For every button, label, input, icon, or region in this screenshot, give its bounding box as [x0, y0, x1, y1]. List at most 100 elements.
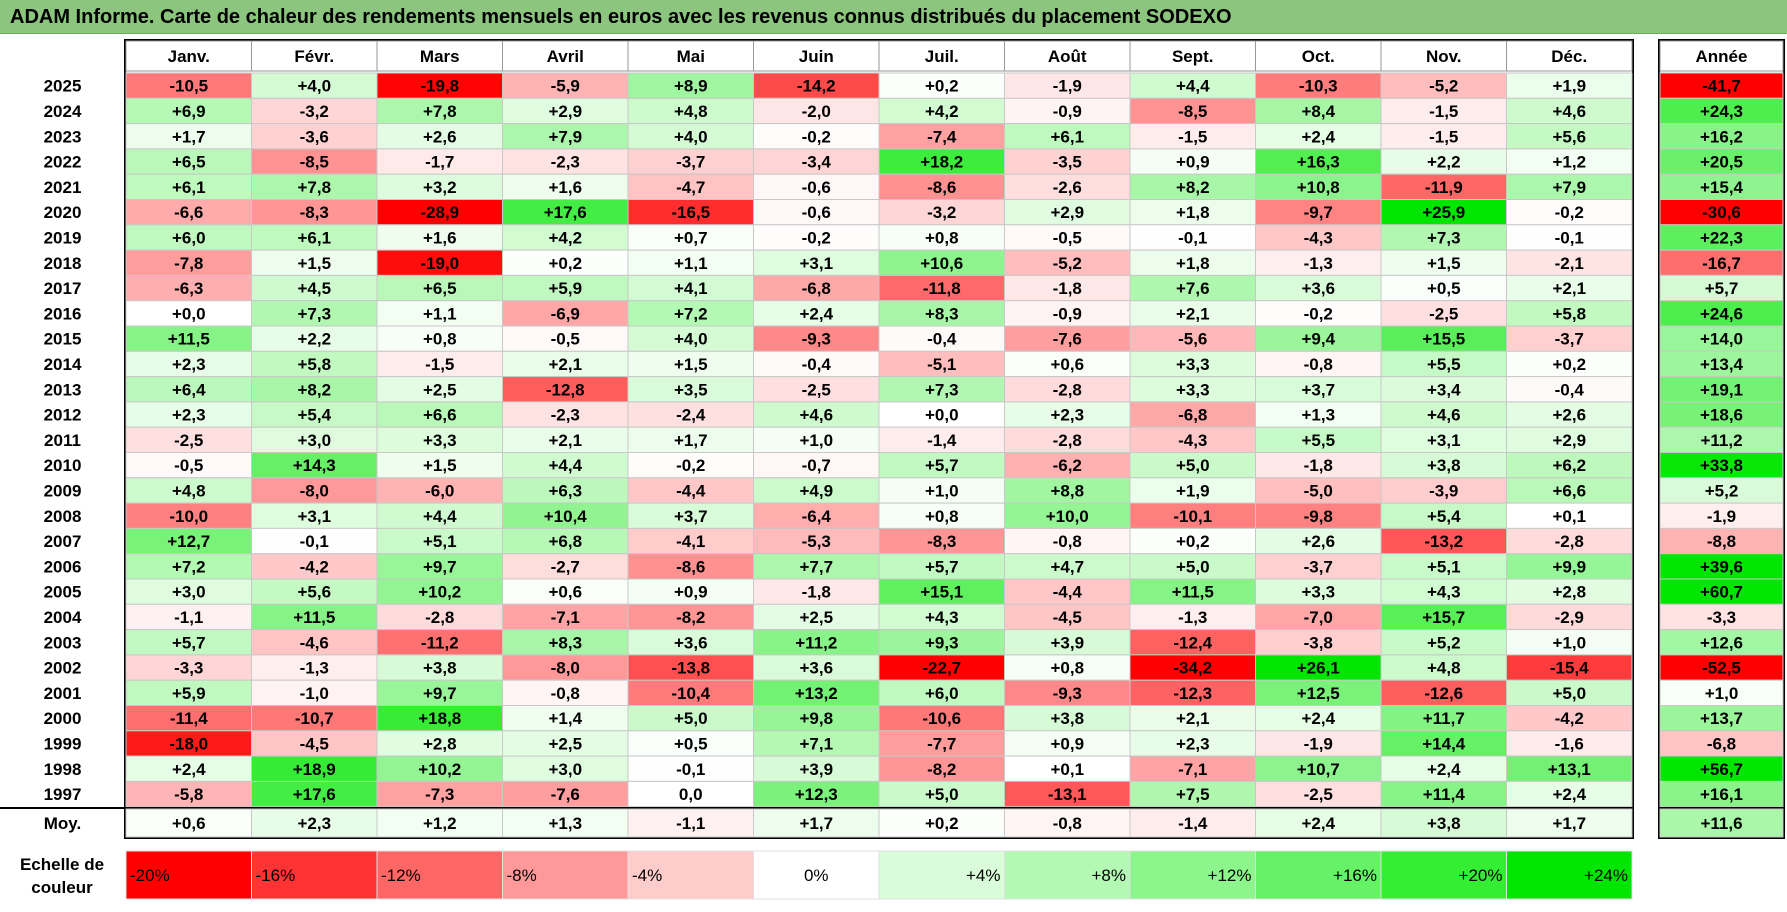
heatmap-cell	[1506, 629, 1633, 656]
cell-value: +0,0	[925, 406, 959, 425]
cell-value: -0,6	[802, 178, 831, 197]
cell-value: -3,6	[300, 127, 329, 146]
cell-value: +2,1	[1552, 279, 1586, 298]
cell-value: +3,3	[1301, 583, 1335, 602]
cell-value: -8,3	[300, 203, 329, 222]
average-value: +1,7	[799, 814, 833, 833]
cell-value: +3,2	[423, 178, 457, 197]
heatmap-cell	[502, 679, 629, 707]
cell-value: +1,7	[172, 127, 206, 146]
annual-frame	[1658, 39, 1785, 839]
legend-label-value: +8%	[1092, 866, 1127, 885]
annual-cell	[1659, 123, 1784, 150]
cell-value: -7,6	[1053, 330, 1082, 349]
cell-value: -8,0	[551, 659, 580, 678]
cell-value: -3,3	[174, 659, 203, 678]
cell-value: +0,2	[548, 254, 582, 273]
cell-value: -12,6	[1424, 684, 1463, 703]
heatmap-cell	[627, 629, 754, 656]
cell-value: +3,7	[1301, 380, 1335, 399]
cell-value: +4,8	[674, 102, 708, 121]
heatmap-cell	[1506, 249, 1633, 276]
heatmap-cell	[1004, 502, 1131, 529]
cell-value: +8,2	[1176, 178, 1210, 197]
heatmap-cell	[878, 249, 1005, 276]
annual-value: +15,4	[1700, 178, 1744, 197]
cell-value: -5,2	[1053, 254, 1082, 273]
annual-cell	[1659, 72, 1784, 99]
heatmap-cell	[753, 173, 880, 200]
heatmap-cell	[1129, 274, 1256, 302]
annual-value: +14,0	[1700, 330, 1743, 349]
cell-value: +0,2	[1552, 355, 1586, 374]
average-cell	[1380, 808, 1507, 838]
heatmap-cell	[878, 401, 1005, 428]
heatmap-cell	[376, 654, 503, 681]
legend-label-value: +20%	[1459, 866, 1503, 885]
legend-swatch	[251, 850, 378, 900]
heatmap-cell	[251, 300, 378, 327]
cell-value: -6,8	[1178, 406, 1207, 425]
cell-value: +18,2	[920, 153, 963, 172]
month-header-cell	[376, 40, 503, 72]
cell-value: -0,1	[1178, 228, 1207, 247]
month-header: Nov.	[1426, 47, 1462, 66]
year-label: 2002	[44, 659, 82, 678]
cell-value: -4,4	[1053, 583, 1083, 602]
cell-value: +4,1	[674, 279, 708, 298]
heatmap-cell	[502, 477, 629, 504]
cell-value: -2,8	[1053, 431, 1082, 450]
annual-value: -41,7	[1702, 77, 1741, 96]
heatmap-cell	[376, 325, 503, 352]
cell-value: +15,5	[1422, 330, 1465, 349]
heatmap-cell	[376, 780, 503, 808]
heatmap-cell	[502, 401, 629, 428]
legend-label-value: +12%	[1208, 866, 1252, 885]
cell-value: +13,1	[1548, 760, 1591, 779]
heatmap-cell	[1255, 376, 1382, 403]
cell-value: +11,5	[293, 608, 335, 627]
cell-value: +9,3	[925, 633, 959, 652]
heatmap-cell	[1506, 502, 1633, 529]
cell-value: +0,5	[674, 734, 708, 753]
cell-value: +3,1	[1427, 431, 1461, 450]
annual-value: +16,1	[1700, 785, 1743, 804]
cell-value: +6,5	[172, 153, 206, 172]
cell-value: +2,4	[172, 760, 206, 779]
legend-label-value: -8%	[507, 866, 537, 885]
month-header: Mars	[420, 47, 460, 66]
heatmap-cell	[1506, 350, 1633, 378]
heatmap-cell	[1004, 325, 1131, 352]
cell-value: +12,7	[167, 532, 210, 551]
cell-value: -6,4	[802, 507, 832, 526]
cell-value: -4,2	[300, 557, 329, 576]
heatmap-cell	[125, 148, 252, 175]
annual-value: +16,2	[1700, 127, 1743, 146]
cell-value: -2,1	[1555, 254, 1584, 273]
heatmap-cell	[1129, 300, 1256, 327]
cell-value: -4,5	[1053, 608, 1082, 627]
heatmap-cell	[878, 300, 1005, 327]
cell-value: +3,6	[1301, 279, 1335, 298]
legend-label-value: +24%	[1584, 866, 1628, 885]
annual-cell	[1659, 553, 1784, 580]
cell-value: -2,8	[425, 608, 454, 627]
heatmap-cell	[1380, 274, 1507, 302]
heatmap-cell	[878, 705, 1005, 732]
cell-value: -0,5	[1053, 228, 1082, 247]
cell-value: -6,0	[425, 481, 454, 500]
cell-value: +3,3	[1176, 355, 1210, 374]
cell-value: -1,8	[802, 583, 831, 602]
cell-value: +6,3	[548, 481, 582, 500]
cell-value: -7,0	[1304, 608, 1333, 627]
cell-value: +9,8	[799, 709, 833, 728]
heatmap-cell	[1129, 477, 1256, 504]
heatmap-cell	[627, 199, 754, 226]
heatmap-cell	[376, 477, 503, 504]
average-cell	[1506, 808, 1633, 838]
annual-value: +56,7	[1700, 760, 1743, 779]
heatmap-cell	[1004, 72, 1131, 99]
cell-value: -11,9	[1425, 178, 1463, 197]
annual-value: -16,7	[1702, 254, 1741, 273]
cell-value: +11,2	[795, 633, 837, 652]
